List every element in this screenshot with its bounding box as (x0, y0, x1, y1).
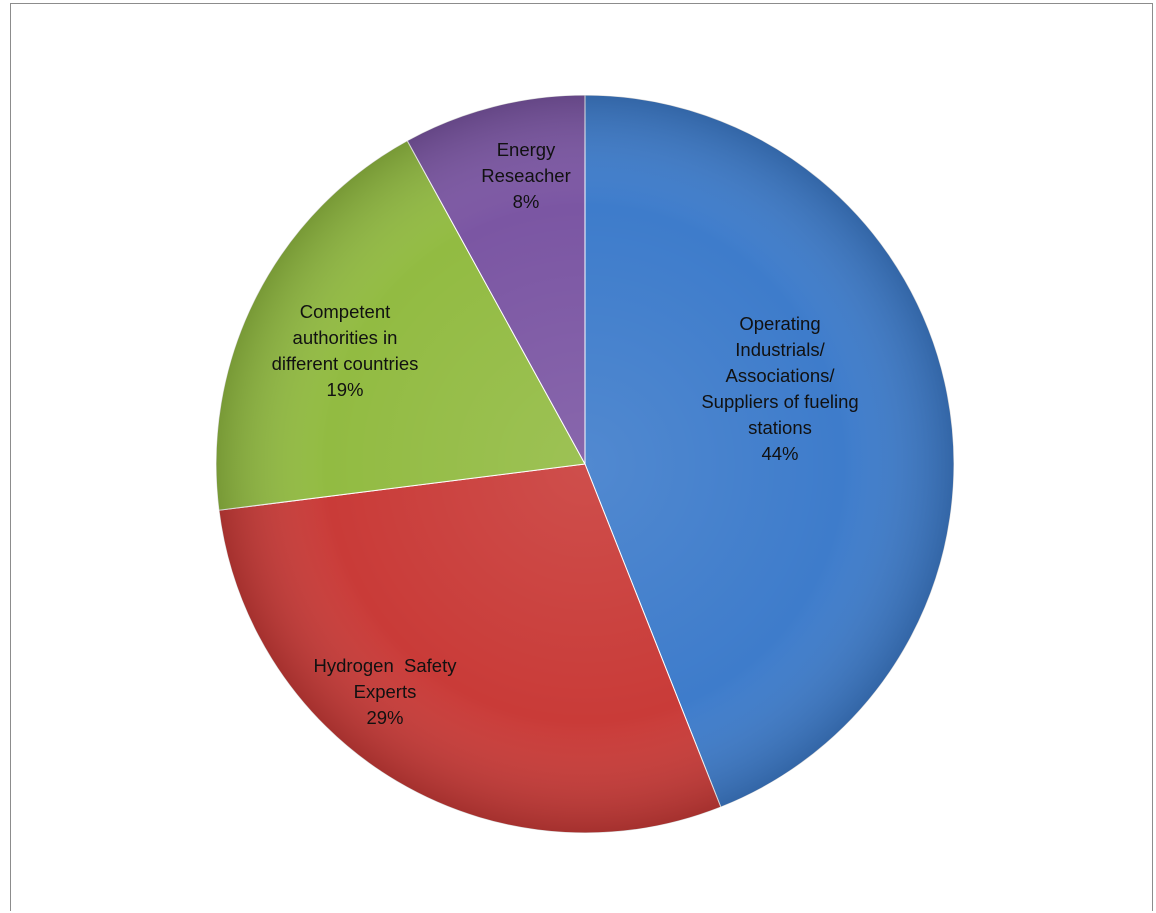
slice-label-line: Associations/ (726, 365, 836, 386)
slice-label-line: Hydrogen Safety (314, 655, 458, 676)
pie-labels: Operating Industrials/Associations/Suppli… (272, 139, 859, 728)
pie-slices (215, 94, 955, 834)
slice-label-line: stations (748, 417, 812, 438)
slice-label-line: Energy (497, 139, 556, 160)
slice-label-line: Competent (300, 301, 391, 322)
slice-label-line: Reseacher (481, 165, 570, 186)
slice-label-line: authorities in (293, 327, 398, 348)
slice-label-3: Energy Reseacher 8% (481, 139, 570, 212)
slice-label-0: Operating Industrials/Associations/Suppli… (701, 313, 858, 464)
slice-percent: 44% (761, 443, 798, 464)
slice-percent: 8% (513, 191, 540, 212)
slice-label-line: Industrials/ (735, 339, 825, 360)
slice-label-line: Experts (354, 681, 417, 702)
slice-percent: 19% (326, 379, 363, 400)
slice-label-1: Hydrogen Safety Experts 29% (314, 655, 458, 728)
slice-label-line: Suppliers of fueling (701, 391, 858, 412)
slice-percent: 29% (366, 707, 403, 728)
slice-label-line: different countries (272, 353, 419, 374)
slice-label-2: Competent authorities in different countri… (272, 301, 419, 400)
slice-label-line: Operating (739, 313, 820, 334)
